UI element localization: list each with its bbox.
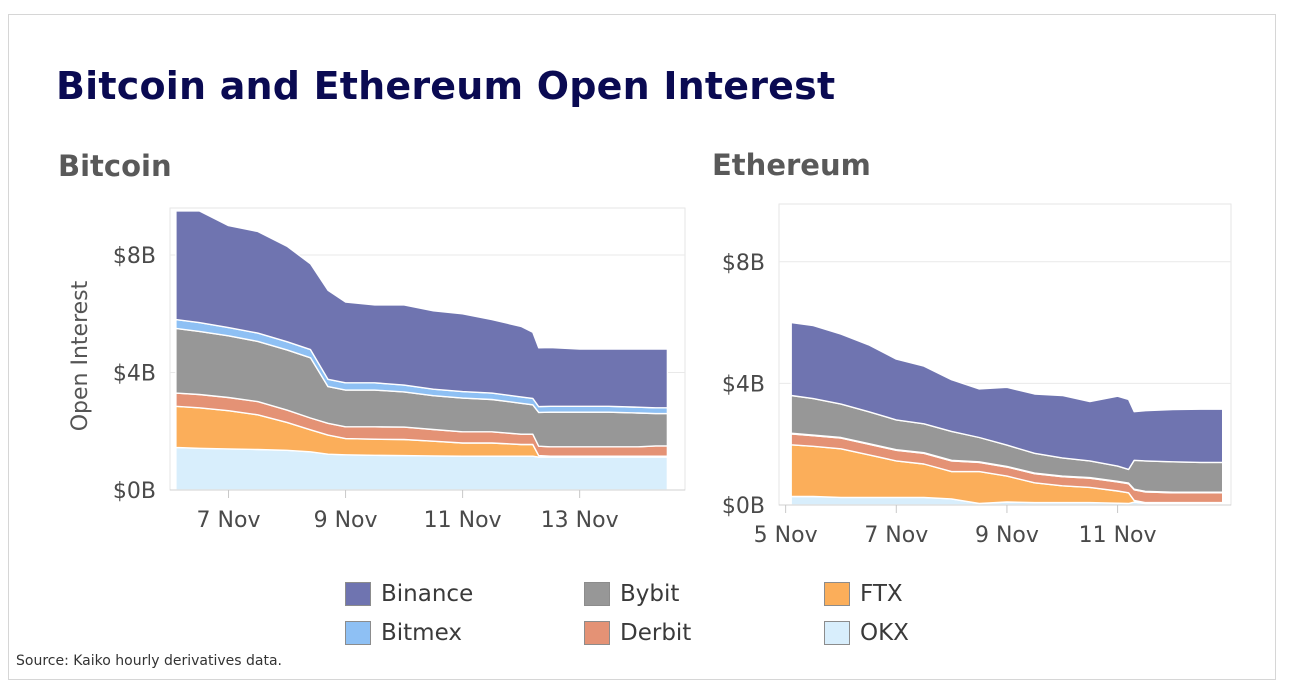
bitcoin-x-tick-label: 11 Nov (424, 508, 502, 533)
ethereum-x-tick-label: 9 Nov (975, 523, 1039, 548)
bitcoin-y-tick-label: $4B (113, 362, 156, 387)
legend-label-bitmex: Bitmex (381, 620, 462, 646)
ethereum-x-tick-label: 5 Nov (754, 523, 818, 548)
page-title: Bitcoin and Ethereum Open Interest (56, 64, 836, 108)
legend-swatch-bybit (584, 582, 610, 606)
legend-item-bybit[interactable]: Bybit (584, 581, 679, 607)
legend-swatch-okx (824, 621, 850, 645)
legend-swatch-derbit (584, 621, 610, 645)
bitcoin-x-tick-label: 13 Nov (541, 508, 619, 533)
legend-swatch-ftx (824, 582, 850, 606)
bitcoin-x-tick-label: 7 Nov (197, 508, 261, 533)
legend-swatch-binance (345, 582, 371, 606)
legend-item-derbit[interactable]: Derbit (584, 620, 691, 646)
bitcoin-area-binance (175, 210, 669, 409)
legend-label-ftx: FTX (860, 581, 903, 607)
legend-item-ftx[interactable]: FTX (824, 581, 903, 607)
bitcoin-y-tick-label: $0B (113, 479, 156, 504)
legend-swatch-bitmex (345, 621, 371, 645)
bitcoin-y-tick-label: $8B (113, 244, 156, 269)
bitcoin-y-axis-label: Open Interest (68, 280, 93, 431)
ethereum-y-tick-label: $4B (722, 372, 765, 397)
legend-item-okx[interactable]: OKX (824, 620, 909, 646)
legend-label-bybit: Bybit (620, 581, 680, 607)
legend-label-binance: Binance (381, 581, 474, 607)
ethereum-chart-title: Ethereum (712, 148, 871, 182)
ethereum-area-binance (790, 321, 1224, 471)
ethereum-x-tick-label: 11 Nov (1079, 523, 1157, 548)
ethereum-y-tick-label: $8B (722, 251, 765, 276)
ethereum-x-tick-label: 7 Nov (864, 523, 928, 548)
legend-label-okx: OKX (860, 620, 909, 646)
legend-item-bitmex[interactable]: Bitmex (345, 620, 462, 646)
legend-label-derbit: Derbit (620, 620, 692, 646)
source-note: Source: Kaiko hourly derivatives data. (16, 653, 282, 669)
ethereum-y-tick-label: $0B (722, 494, 765, 519)
legend-item-binance[interactable]: Binance (345, 581, 473, 607)
bitcoin-chart-title: Bitcoin (58, 149, 172, 183)
bitcoin-x-tick-label: 9 Nov (314, 508, 378, 533)
